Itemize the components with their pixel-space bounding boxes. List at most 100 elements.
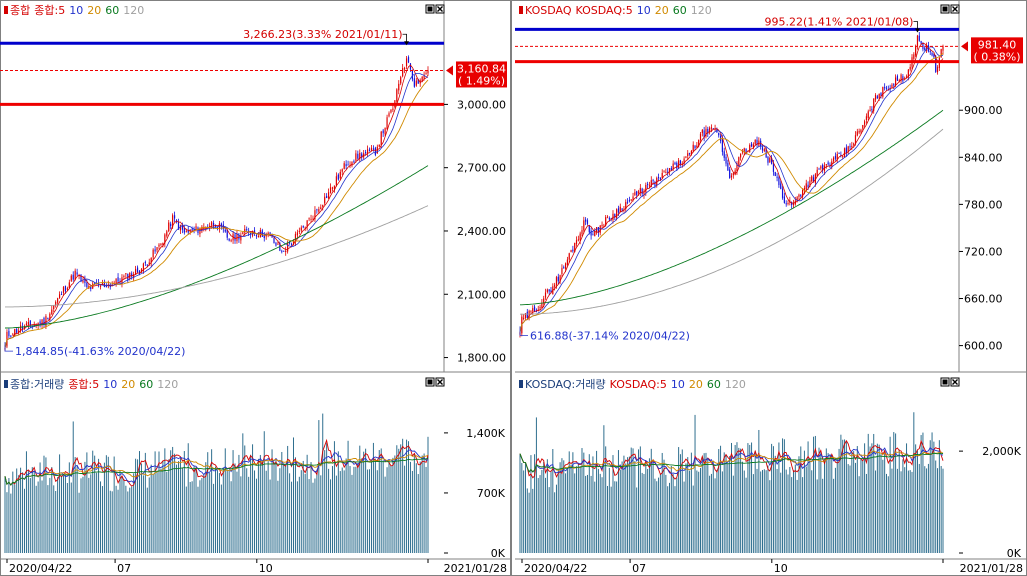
volume-legend-item: 120	[725, 378, 746, 391]
volume-bar	[333, 441, 335, 553]
volume-bar	[127, 491, 129, 553]
volume-bar	[907, 470, 909, 553]
candle	[769, 158, 771, 163]
volume-bar	[566, 467, 568, 553]
volume-bar	[55, 491, 57, 553]
volume-bar	[541, 469, 543, 553]
close-glyph	[437, 6, 443, 12]
candle	[776, 176, 778, 178]
candle	[896, 75, 899, 81]
low-pointer	[519, 326, 528, 336]
candle	[14, 328, 16, 337]
volume-bar	[731, 442, 732, 553]
candle	[288, 241, 291, 244]
candle	[811, 176, 813, 182]
candle	[586, 220, 589, 224]
candle	[425, 73, 427, 75]
candle	[557, 276, 559, 282]
maximize-icon[interactable]	[425, 377, 435, 387]
volume-bar	[107, 456, 109, 553]
candle	[366, 149, 369, 154]
volume-bar	[14, 484, 16, 553]
candle	[845, 147, 847, 154]
candle	[355, 153, 357, 161]
volume-bar	[895, 433, 897, 553]
candle	[564, 263, 567, 269]
volume-bar	[853, 451, 855, 553]
candle	[331, 187, 334, 189]
candle	[427, 70, 429, 74]
volume-bar	[741, 461, 743, 553]
close-icon[interactable]	[435, 4, 445, 14]
volume-bar	[825, 448, 827, 553]
volume-bar	[650, 448, 652, 553]
candle	[854, 135, 857, 144]
volume-bar	[831, 455, 833, 553]
volume-bar	[576, 466, 578, 553]
volume-bar	[656, 481, 658, 553]
candle	[756, 139, 758, 146]
maximize-icon[interactable]	[940, 4, 950, 14]
candle	[359, 152, 361, 160]
volume-bar	[88, 477, 90, 553]
candle	[302, 226, 304, 228]
volume-bar	[142, 475, 144, 553]
volume-bar	[834, 467, 836, 553]
volume-bar	[601, 477, 603, 553]
candle	[368, 149, 371, 151]
volume-bar	[523, 470, 525, 553]
candle	[729, 169, 731, 178]
volume-bar	[638, 449, 640, 553]
volume-bar	[160, 468, 162, 553]
candle	[736, 163, 738, 172]
candle	[668, 168, 671, 172]
candle	[343, 163, 345, 169]
volume-bar	[140, 463, 142, 553]
candle	[164, 234, 166, 244]
volume-bar	[712, 461, 714, 553]
close-icon[interactable]	[950, 4, 960, 14]
volume-bar	[865, 473, 867, 553]
volume-bar	[760, 471, 762, 553]
candle	[936, 67, 939, 73]
volume-bar	[409, 461, 411, 553]
legend-item: KOSDAQ	[525, 4, 572, 17]
volume-bar	[800, 446, 802, 553]
candle	[183, 228, 185, 233]
candle	[273, 237, 275, 244]
volume-bar	[590, 475, 592, 553]
candle	[335, 176, 337, 186]
maximize-icon[interactable]	[425, 4, 435, 14]
close-icon[interactable]	[950, 377, 960, 387]
volume-bar	[619, 469, 621, 553]
volume-bar	[72, 421, 74, 553]
ma120-line	[520, 128, 944, 315]
candle	[785, 203, 787, 205]
volume-bar	[113, 456, 115, 553]
candle	[616, 209, 618, 219]
volume-bar	[33, 471, 35, 553]
candle	[47, 317, 49, 320]
volume-bar	[570, 464, 572, 553]
volume-bar	[16, 468, 18, 553]
volume-bar	[98, 458, 100, 553]
volume-y-tick-label: 2,000K	[982, 445, 1021, 458]
volume-bar	[53, 485, 55, 553]
volume-bar	[291, 481, 293, 553]
volume-bar	[672, 474, 674, 553]
legend-item: 120	[123, 4, 144, 17]
close-icon[interactable]	[435, 377, 445, 387]
volume-bar	[310, 462, 312, 553]
volume-bar	[359, 445, 361, 553]
volume-bar	[530, 455, 532, 553]
candle	[885, 87, 888, 89]
volume-bar	[592, 456, 594, 553]
volume-bar	[215, 466, 217, 553]
candle	[707, 128, 709, 134]
candle	[882, 86, 884, 97]
maximize-glyph	[427, 6, 433, 12]
volume-bar	[59, 454, 61, 553]
volume-bar	[927, 463, 929, 553]
maximize-icon[interactable]	[940, 377, 950, 387]
candle	[647, 183, 649, 185]
